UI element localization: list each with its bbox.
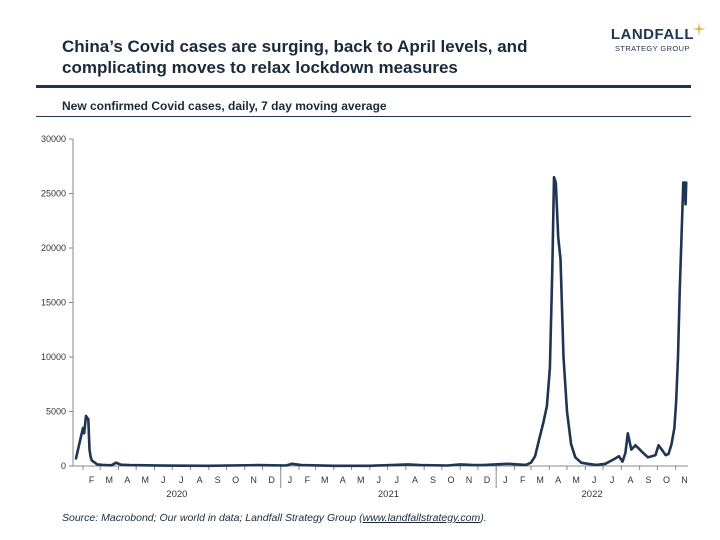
source-text: Source: Macrobond; Our world in data; La… [62,512,363,524]
x-tick-label: S [645,475,651,485]
x-tick-label: A [627,475,633,485]
chart-title: China’s Covid cases are surging, back to… [62,37,528,77]
x-tick-label: O [663,475,670,485]
logo-subtitle: STRATEGY GROUP [614,44,690,53]
x-tick-label: D [484,475,491,485]
x-tick-label: S [430,475,436,485]
x-tick-label: J [179,475,184,485]
x-year-label: 2022 [582,489,603,500]
y-axis: 0 5000 10000 15000 20000 25000 30000 [41,134,74,471]
x-tick-label: J [592,475,597,485]
x-tick-label: J [610,475,615,485]
y-tick-label: 20000 [41,243,66,253]
x-tick-label: M [536,475,544,485]
source-end: ). [480,512,487,524]
x-tick-label: N [681,475,688,485]
x-tick-label: F [89,475,95,485]
source-link[interactable]: www.landfallstrategy.com [362,512,481,524]
x-tick-label: A [197,475,203,485]
star-icon [692,22,706,36]
y-tick-label: 5000 [46,407,66,417]
source-note: Source: Macrobond; Our world in data; La… [62,512,487,524]
x-tick-label: M [357,475,365,485]
y-tick-label: 30000 [41,134,66,144]
x-tick-label: J [503,475,508,485]
logo-name: LANDFALL [610,26,694,43]
x-tick-label: N [250,475,257,485]
x-tick-label: J [288,475,293,485]
x-tick-label: A [412,475,418,485]
x-tick-label: A [340,475,346,485]
x-tick-label: O [448,475,455,485]
subtitle-rule [36,116,691,117]
chart-subtitle: New confirmed Covid cases, daily, 7 day … [62,99,387,113]
x-tick-label: N [466,475,473,485]
x-tick-label: F [520,475,526,485]
x-tick-label: M [321,475,329,485]
x-tick-label: A [555,475,561,485]
y-tick-label: 25000 [41,189,66,199]
x-tick-label: F [305,475,311,485]
x-tick-label: O [232,475,239,485]
x-tick-label: J [394,475,399,485]
x-tick-label: J [376,475,381,485]
y-tick-label: 0 [61,461,66,471]
header-rule [36,85,691,88]
x-tick-label: M [572,475,580,485]
x-year-label: 2020 [166,489,187,500]
y-tick-label: 15000 [41,298,66,308]
x-tick-label: A [124,475,130,485]
x-tick-label: J [161,475,166,485]
x-tick-label: S [215,475,221,485]
y-tick-label: 10000 [41,352,66,362]
x-tick-label: M [106,475,114,485]
series-line-covid-cases [74,175,688,468]
x-tick-label: M [142,475,150,485]
x-year-label: 2021 [378,489,399,500]
x-tick-label: D [268,475,275,485]
landfall-logo: LANDFALL STRATEGY GROUP [610,22,706,53]
